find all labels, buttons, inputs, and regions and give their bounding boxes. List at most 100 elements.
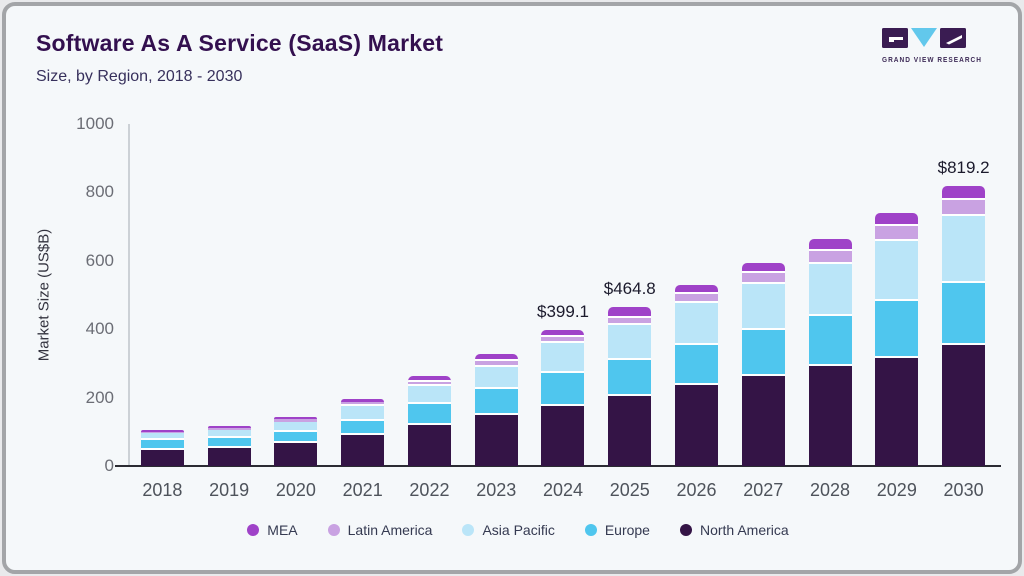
data-label-2024: $399.1 xyxy=(537,301,589,321)
bar-segment-europe xyxy=(608,360,652,396)
stacked-bar-2021 xyxy=(341,398,385,466)
plot-area: $399.1 $464.8 $819.2 xyxy=(129,124,997,466)
bar-segment-mea xyxy=(207,426,251,429)
bar-segment-mea xyxy=(741,262,785,274)
y-tick-label: 200 xyxy=(85,387,114,407)
legend-dot-icon xyxy=(584,524,597,536)
bar-segment-europe xyxy=(474,389,518,415)
legend-item-asia-pacific: Asia Pacific xyxy=(462,522,555,538)
bar-segment-europe xyxy=(675,345,718,386)
x-tick-label: 2024 xyxy=(542,480,583,500)
bar-segment-latin-america xyxy=(407,381,451,386)
gvr-logo-r-block xyxy=(940,28,966,48)
bar-segment-asia-pacific xyxy=(541,343,585,373)
data-label-2025: $464.8 xyxy=(603,279,656,299)
bar-column xyxy=(863,124,930,466)
bar-segment-north-america xyxy=(942,344,986,466)
gvr-logo-g-glyph xyxy=(889,37,903,42)
bar-segment-europe xyxy=(274,431,318,444)
bar-segment-north-america xyxy=(140,449,184,466)
bar-segment-north-america xyxy=(274,443,318,466)
bar-segment-north-america xyxy=(541,405,585,466)
x-axis-line xyxy=(115,465,1001,467)
bar-column xyxy=(663,124,730,466)
legend-label: North America xyxy=(699,522,789,538)
bar-segment-europe xyxy=(541,372,585,406)
y-tick-label: 0 xyxy=(104,456,114,475)
x-tick-label: 2021 xyxy=(342,480,383,500)
x-tick-label: 2020 xyxy=(275,480,316,500)
bar-segment-europe xyxy=(407,404,451,425)
bar-segment-north-america xyxy=(741,376,785,466)
stacked-bar-2027 xyxy=(741,262,785,466)
gvr-logo-v-triangle xyxy=(911,28,937,47)
bar-segment-europe xyxy=(741,330,785,377)
stacked-bar-2028 xyxy=(808,238,852,466)
x-axis-tick-labels: 2018 2019 2020 2021 2022 2023 2024 2025 2026 2027… xyxy=(129,480,997,501)
x-tick-label: 2025 xyxy=(609,480,650,500)
bar-segment-mea xyxy=(407,376,451,382)
bar-column xyxy=(463,124,530,466)
bar-segment-europe xyxy=(207,437,251,449)
bar-segment-asia-pacific xyxy=(207,430,251,438)
bar-segment-mea xyxy=(140,430,184,432)
bar-segment-latin-america xyxy=(474,361,518,367)
legend-label: Asia Pacific xyxy=(482,522,555,538)
x-tick-label: 2029 xyxy=(876,480,917,500)
stacked-bar-2026 xyxy=(675,284,718,466)
page-title: Software As A Service (SaaS) Market xyxy=(36,30,444,56)
bar-segment-latin-america xyxy=(875,225,919,241)
bar-column xyxy=(129,124,196,466)
bar-segment-north-america xyxy=(341,435,385,466)
bar-column xyxy=(196,124,263,466)
bar-segment-north-america xyxy=(407,424,451,466)
x-tick-label: 2022 xyxy=(409,480,450,500)
bar-segment-europe xyxy=(140,440,184,450)
legend-item-europe: Europe xyxy=(584,522,650,538)
bar-segment-north-america xyxy=(675,385,718,466)
gvr-logo-r-glyph xyxy=(946,35,962,45)
bar-segment-mea xyxy=(942,185,986,200)
bar-segment-latin-america xyxy=(341,402,385,407)
x-tick-label: 2023 xyxy=(476,480,517,500)
bar-segment-north-america xyxy=(207,448,251,466)
bar-segment-asia-pacific xyxy=(474,366,518,390)
x-tick-label: 2027 xyxy=(743,480,784,500)
bar-segment-latin-america xyxy=(675,294,718,303)
bar-segment-latin-america xyxy=(274,419,318,423)
x-tick-label: 2030 xyxy=(943,480,984,500)
bar-segment-asia-pacific xyxy=(675,302,718,346)
bar-segment-mea xyxy=(474,354,518,362)
bar-segment-mea xyxy=(608,307,652,319)
stacked-bar-2022 xyxy=(407,376,451,466)
bar-segment-mea xyxy=(341,398,385,403)
bar-segment-asia-pacific xyxy=(274,422,318,432)
y-tick-label: 800 xyxy=(85,182,114,202)
stacked-bar-2024 xyxy=(541,329,585,466)
bar-segment-europe xyxy=(808,315,852,367)
legend-label: Europe xyxy=(604,522,650,538)
bar-segment-mea xyxy=(808,238,852,251)
bar-column xyxy=(596,124,663,466)
bar-segment-latin-america xyxy=(541,336,585,344)
legend-dot-icon xyxy=(327,524,340,536)
data-label-2030: $819.2 xyxy=(937,157,990,177)
legend-item-latin-america: Latin America xyxy=(327,522,432,538)
bar-segment-europe xyxy=(341,420,385,436)
bar-segment-asia-pacific xyxy=(608,325,652,360)
bars-area xyxy=(129,124,997,466)
legend-item-north-america: North America xyxy=(679,522,789,538)
bar-segment-mea xyxy=(875,212,919,226)
legend-dot-icon xyxy=(247,524,260,536)
bar-column xyxy=(930,124,997,466)
bar-column xyxy=(263,124,330,466)
x-tick-label: 2018 xyxy=(142,480,183,500)
bar-segment-asia-pacific xyxy=(407,385,451,405)
y-axis-tick-labels: 0 200 400 600 800 1000 xyxy=(6,114,114,475)
stacked-bar-2029 xyxy=(875,212,919,466)
page-subtitle: Size, by Region, 2018 - 2030 xyxy=(36,68,243,85)
y-tick-label: 1000 xyxy=(76,114,114,133)
bar-column xyxy=(730,124,797,466)
bar-segment-north-america xyxy=(608,395,652,466)
bar-segment-north-america xyxy=(808,366,852,466)
